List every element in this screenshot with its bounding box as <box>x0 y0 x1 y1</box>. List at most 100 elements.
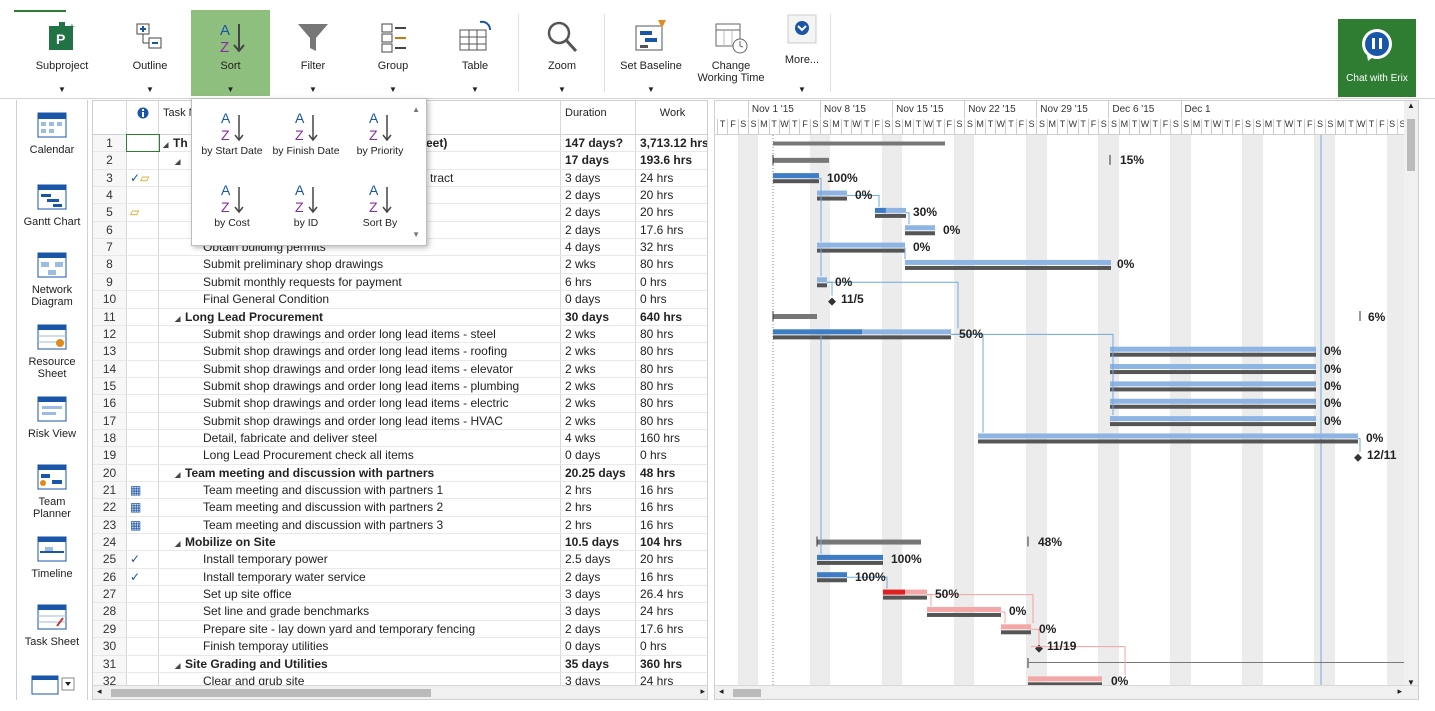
work-cell[interactable]: 24 hrs <box>640 604 674 619</box>
task-name-cell[interactable]: Submit monthly requests for payment <box>159 273 561 291</box>
scroll-right-icon[interactable]: ▸ <box>1397 686 1402 696</box>
table-row[interactable]: 20 ◢ Team meeting and discussion with part… <box>93 464 707 483</box>
row-id[interactable]: 10 <box>93 291 127 308</box>
work-cell[interactable]: 193.6 hrs <box>640 153 693 168</box>
row-id[interactable]: 15 <box>93 377 127 395</box>
table-row[interactable]: 21 ▦ Team meeting and discussion with part… <box>93 482 707 500</box>
row-id[interactable]: 2 <box>93 152 127 169</box>
duration-cell[interactable]: 2 wks <box>561 360 636 377</box>
work-cell[interactable]: 17.6 hrs <box>640 222 684 237</box>
scroll-left-icon[interactable]: ◂ <box>97 686 102 696</box>
work-cell[interactable]: 80 hrs <box>640 257 674 272</box>
task-progress-bar[interactable] <box>875 207 886 213</box>
table-row[interactable]: 26 ✓ Install temporary water service 2 days… <box>93 568 707 587</box>
task-bar[interactable] <box>817 190 847 196</box>
work-cell[interactable]: 80 hrs <box>640 413 674 428</box>
work-cell[interactable]: 26.4 hrs <box>640 587 684 602</box>
baseline-bar[interactable] <box>773 179 819 184</box>
chat-with-erix-button[interactable]: Chat with Erix <box>1338 19 1416 97</box>
row-id[interactable]: 28 <box>93 603 127 620</box>
row-id[interactable]: 20 <box>93 464 127 482</box>
summary-bar[interactable] <box>773 314 817 319</box>
baseline-bar[interactable] <box>1110 387 1316 392</box>
task-name-cell[interactable]: Install temporary water service <box>159 568 561 586</box>
task-name-cell[interactable]: ◢ Th eet) <box>159 135 561 152</box>
work-cell[interactable]: 16 hrs <box>640 483 674 497</box>
baseline-bar[interactable] <box>817 248 905 253</box>
baseline-bar[interactable] <box>883 595 927 600</box>
row-id[interactable]: 30 <box>93 638 127 655</box>
select-all-cell[interactable] <box>93 101 127 135</box>
work-cell[interactable]: 80 hrs <box>640 326 674 341</box>
row-id[interactable]: 16 <box>93 395 127 412</box>
scroll-down-icon[interactable]: ▼ <box>1407 678 1415 687</box>
sort-button[interactable]: A Z Sort ▼ <box>191 10 270 96</box>
baseline-bar[interactable] <box>817 283 827 288</box>
task-name-cell[interactable] <box>159 221 561 239</box>
indicators-column-header[interactable] <box>127 101 159 135</box>
table-row[interactable]: 25 ✓ Install temporary power 2.5 days 20 hrs <box>93 551 707 569</box>
view-network-diagram[interactable]: Network Diagram <box>17 252 87 308</box>
duration-cell[interactable]: 2 wks <box>561 343 636 360</box>
table-row[interactable]: 16 Submit shop drawings and order long le… <box>93 395 707 413</box>
duration-cell[interactable]: 2 hrs <box>561 482 636 499</box>
menu-scroll-up-icon[interactable]: ▲ <box>412 105 420 114</box>
work-cell[interactable]: 20 hrs <box>640 188 674 203</box>
task-name-cell[interactable]: Set line and grade benchmarks <box>159 603 561 620</box>
task-name-cell[interactable]: Team meeting and discussion with partner… <box>159 482 561 499</box>
work-cell[interactable]: 80 hrs <box>640 378 674 393</box>
duration-cell[interactable]: 2 wks <box>561 256 636 273</box>
task-bar[interactable] <box>1001 624 1031 630</box>
task-name-cell[interactable]: Submit shop drawings and order long lead… <box>159 395 561 412</box>
change-working-time-button[interactable]: Change Working Time <box>694 10 768 96</box>
task-name-cell[interactable]: ◢ Site Grading and Utilities <box>159 655 561 672</box>
row-id[interactable]: 14 <box>93 360 127 377</box>
duration-cell[interactable]: 3 days <box>561 672 636 690</box>
task-name-cell[interactable]: Clear and grub site <box>159 672 561 690</box>
duration-cell[interactable]: 0 days <box>561 638 636 655</box>
duration-cell[interactable]: 2.5 days <box>561 551 636 568</box>
baseline-bar[interactable] <box>927 612 1001 617</box>
work-cell[interactable]: 16 hrs <box>640 569 674 584</box>
table-row[interactable]: 10 Final General Condition 0 days 0 hrs <box>93 291 707 309</box>
duration-cell[interactable]: 2 days <box>561 568 636 586</box>
duration-cell[interactable]: 30 days <box>561 308 636 325</box>
duration-cell[interactable]: 2 wks <box>561 412 636 429</box>
task-progress-bar[interactable] <box>773 329 862 335</box>
table-button[interactable]: Table ▼ <box>443 10 507 96</box>
table-row[interactable]: 29 Prepare site - lay down yard and tempo… <box>93 620 707 639</box>
row-id[interactable]: 21 <box>93 482 127 499</box>
row-id[interactable]: 24 <box>93 534 127 551</box>
table-row[interactable]: 30 Finish temporay utilities 0 days 0 hrs <box>93 638 707 656</box>
baseline-bar[interactable] <box>1028 682 1102 687</box>
duration-cell[interactable]: 20.25 days <box>561 464 636 482</box>
duration-cell[interactable]: 2 hrs <box>561 516 636 534</box>
duration-cell[interactable]: 2 wks <box>561 325 636 343</box>
baseline-bar[interactable] <box>1001 630 1031 635</box>
work-cell[interactable]: 17.6 hrs <box>640 621 684 636</box>
task-name-cell[interactable] <box>159 187 561 204</box>
work-cell[interactable]: 16 hrs <box>640 500 674 515</box>
scroll-left-icon[interactable]: ◂ <box>719 686 724 696</box>
table-row[interactable]: 9 Submit monthly requests for payment 6 hr… <box>93 273 707 292</box>
duration-cell[interactable]: 2 days <box>561 221 636 239</box>
collapse-triangle-icon[interactable]: ◢ <box>163 142 169 149</box>
baseline-bar[interactable] <box>773 335 951 340</box>
view-resource-sheet[interactable]: Resource Sheet <box>17 324 87 380</box>
task-name-cell[interactable]: Submit shop drawings and order long lead… <box>159 360 561 377</box>
table-row[interactable]: 23 ▦ Team meeting and discussion with part… <box>93 516 707 535</box>
duration-cell[interactable]: 35 days <box>561 655 636 672</box>
task-bar[interactable] <box>1110 346 1316 352</box>
task-name-column-header[interactable]: Task N <box>159 101 561 135</box>
duration-cell[interactable]: 2 days <box>561 620 636 638</box>
view-team-planner[interactable]: Team Planner <box>17 464 87 520</box>
summary-bar[interactable] <box>773 157 829 163</box>
task-name-cell[interactable]: Submit shop drawings and order long lead… <box>159 325 561 343</box>
task-bar[interactable] <box>978 433 1358 439</box>
view-timeline[interactable]: Timeline <box>17 536 87 580</box>
milestone-diamond[interactable] <box>1035 644 1043 653</box>
gantt-vertical-scrollbar[interactable]: ▲ ▼ <box>1404 101 1418 687</box>
task-bar[interactable] <box>1110 364 1316 370</box>
gantt-horizontal-scrollbar[interactable]: ◂ ▸ <box>715 685 1418 699</box>
